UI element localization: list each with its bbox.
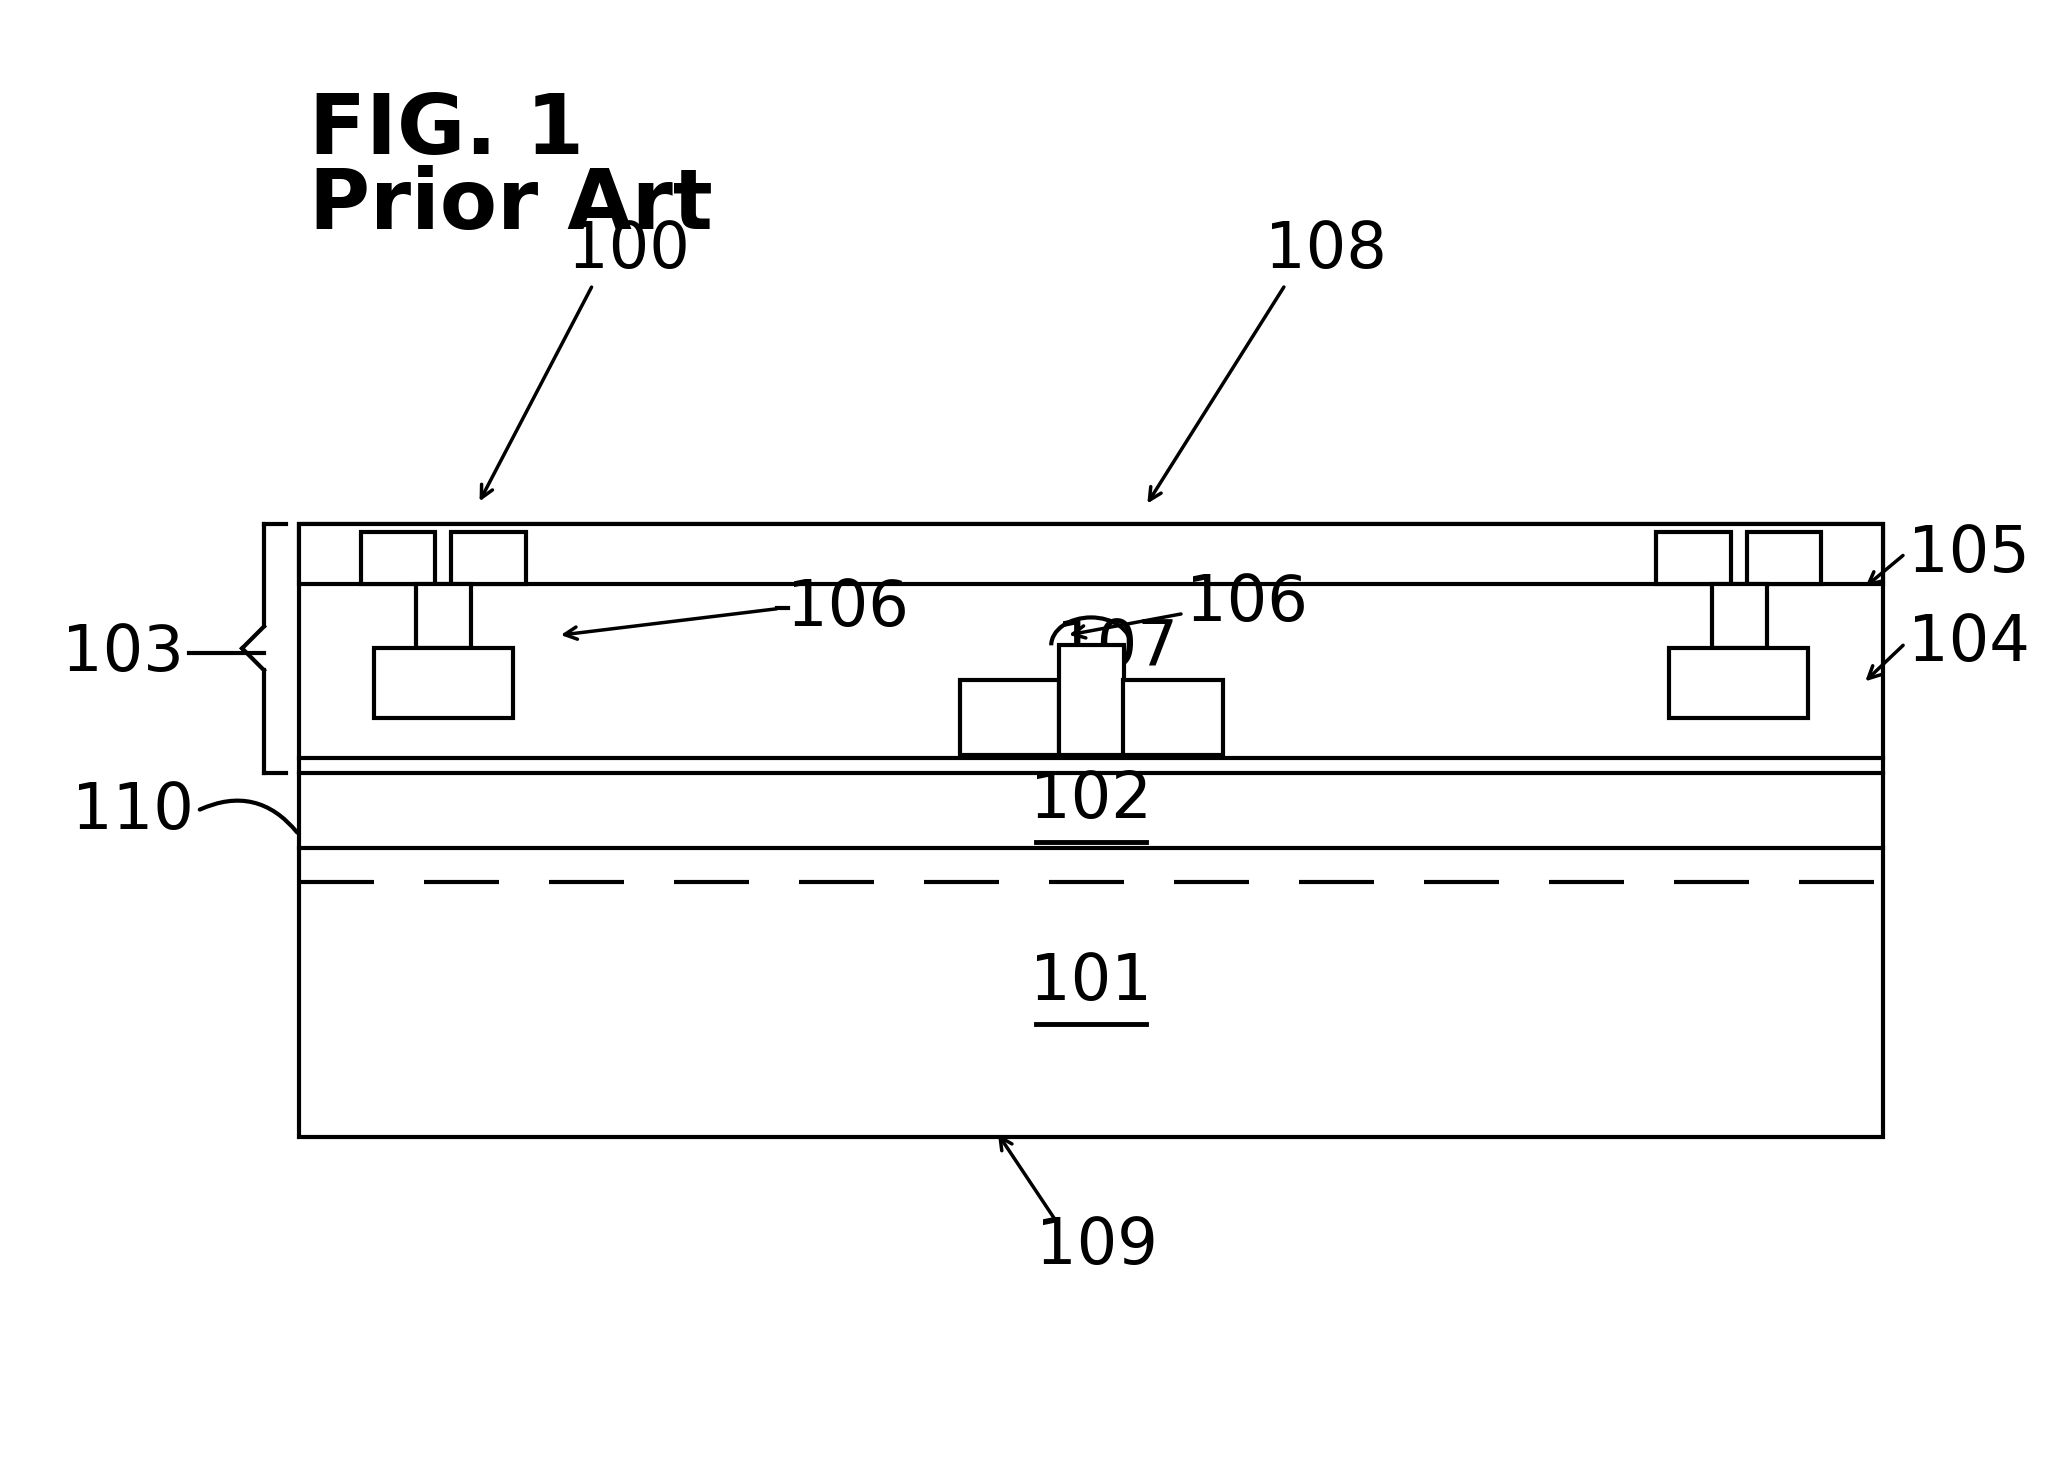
Bar: [1656, 532, 1730, 584]
Bar: [1746, 532, 1820, 584]
Text: 101: 101: [1031, 951, 1152, 1013]
Bar: [1711, 584, 1767, 648]
Text: 103: 103: [62, 623, 185, 684]
Text: 109: 109: [1037, 1215, 1158, 1277]
Bar: [1059, 645, 1123, 755]
Text: 104: 104: [1909, 612, 2030, 675]
Bar: [1668, 648, 1808, 718]
Text: 106: 106: [1185, 572, 1308, 635]
Text: 108: 108: [1265, 219, 1386, 280]
Bar: [416, 584, 471, 648]
Text: Prior Art: Prior Art: [309, 165, 712, 246]
Text: 100: 100: [568, 219, 689, 280]
Bar: [298, 523, 1884, 584]
Bar: [959, 681, 1059, 755]
Bar: [298, 523, 1884, 1136]
Bar: [450, 532, 527, 584]
Bar: [360, 532, 436, 584]
Bar: [1123, 681, 1222, 755]
Bar: [374, 648, 512, 718]
Text: 102: 102: [1031, 770, 1152, 832]
Text: 106: 106: [788, 577, 909, 639]
Text: 110: 110: [72, 780, 193, 842]
Text: 105: 105: [1909, 522, 2030, 584]
Text: FIG. 1: FIG. 1: [309, 90, 584, 172]
Text: 107: 107: [1055, 617, 1179, 679]
